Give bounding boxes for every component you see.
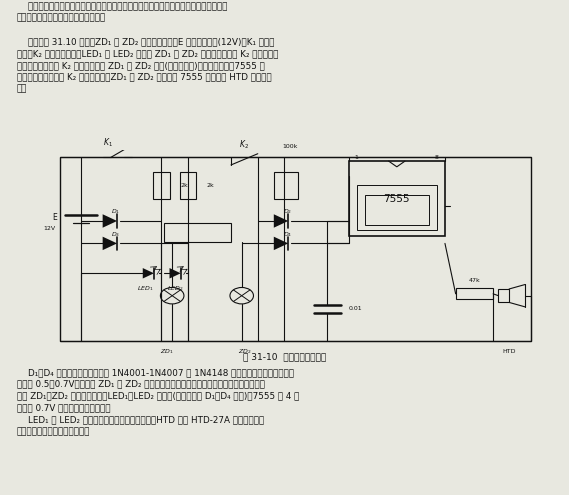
Text: HTD: HTD bbox=[502, 349, 516, 354]
Text: 0.01: 0.01 bbox=[349, 306, 362, 311]
Text: $ZD_2$: $ZD_2$ bbox=[238, 347, 251, 356]
Bar bbox=[154, 172, 170, 198]
Text: $D_3$: $D_3$ bbox=[112, 230, 121, 239]
Text: $D_1$: $D_1$ bbox=[112, 207, 121, 216]
Text: $ZD_1$: $ZD_1$ bbox=[160, 347, 174, 356]
Text: E: E bbox=[52, 213, 57, 222]
Polygon shape bbox=[102, 237, 117, 250]
Polygon shape bbox=[274, 214, 288, 228]
Text: $LED_1$: $LED_1$ bbox=[137, 284, 154, 293]
Bar bbox=[274, 172, 298, 198]
Text: 100k: 100k bbox=[282, 144, 298, 149]
Bar bbox=[456, 288, 493, 299]
Bar bbox=[180, 172, 196, 198]
Bar bbox=[349, 161, 445, 236]
Bar bbox=[357, 186, 437, 230]
Polygon shape bbox=[143, 268, 154, 279]
Bar bbox=[60, 157, 530, 341]
Text: 7555: 7555 bbox=[384, 194, 410, 203]
Text: 2k: 2k bbox=[180, 183, 188, 188]
Text: D₁～D₄ 是隔离二极管，可使用 1N4001-1N4007 及 1N4148 中任何一种型号。其导通电
压降为 0.5～0.7V，又因为 ZD₁ 和 ZD₂ : D₁～D₄ 是隔离二极管，可使用 1N4001-1N4007 及 1N4148 … bbox=[17, 368, 299, 436]
Bar bbox=[365, 195, 429, 225]
Text: $K_1$: $K_1$ bbox=[103, 136, 113, 149]
Text: $LED_2$: $LED_2$ bbox=[167, 284, 183, 293]
Text: 47k: 47k bbox=[468, 278, 480, 283]
Text: 2k: 2k bbox=[207, 183, 215, 188]
Text: 8: 8 bbox=[435, 155, 439, 160]
Bar bbox=[164, 223, 231, 242]
Polygon shape bbox=[102, 214, 117, 228]
Text: $D_2$: $D_2$ bbox=[283, 207, 292, 216]
Text: 12V: 12V bbox=[43, 226, 55, 231]
Polygon shape bbox=[274, 237, 288, 250]
Text: 图 31-10  汽车制动灯监视器: 图 31-10 汽车制动灯监视器 bbox=[243, 352, 326, 361]
Text: 1: 1 bbox=[354, 155, 358, 160]
Text: $K_2$: $K_2$ bbox=[239, 138, 249, 150]
Text: $D_4$: $D_4$ bbox=[283, 230, 292, 239]
Bar bbox=[498, 289, 509, 302]
Text: 该监视器用于监视汽车制动灯是否正常无损，一旦制动灯有故障不能照明，立即报警指
示，提示排除故障，以保证安全行驶。

    电路如图 31.10 所示，ZD₁ : 该监视器用于监视汽车制动灯是否正常无损，一旦制动灯有故障不能照明，立即报警指 示… bbox=[17, 2, 279, 94]
Polygon shape bbox=[170, 268, 181, 279]
